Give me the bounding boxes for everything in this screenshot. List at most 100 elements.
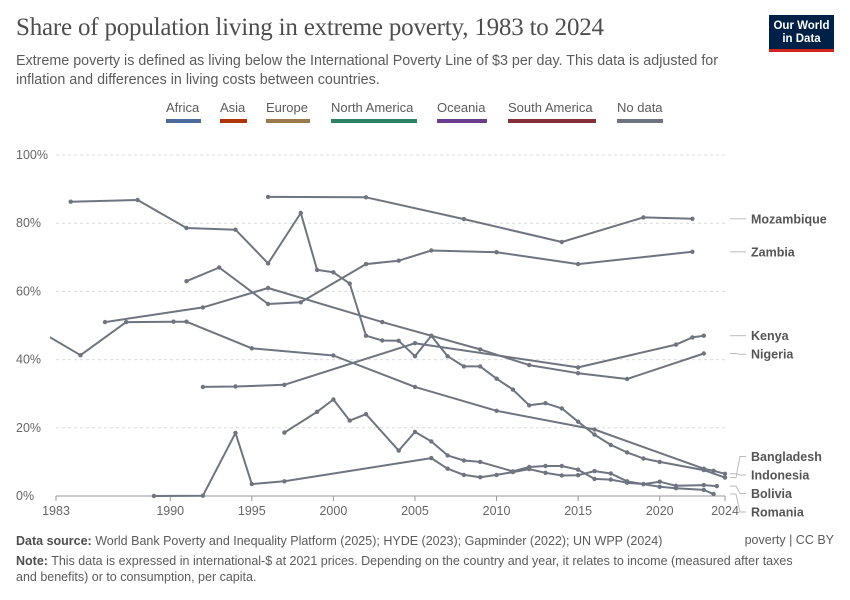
data-point-kenya-6 — [690, 335, 695, 340]
data-point-bangladesh-23 — [592, 432, 597, 437]
data-point-bangladesh-10 — [380, 338, 385, 343]
data-point-bangladesh-21 — [559, 406, 564, 411]
legend-item-africa[interactable]: Africa — [166, 100, 201, 126]
x-tick-label-2005: 2005 — [401, 504, 429, 518]
legend-swatch-north-america — [331, 119, 417, 123]
data-point-nigeria-8 — [701, 351, 706, 356]
data-point-indonesia-9 — [592, 427, 597, 432]
data-point-bolivia-9 — [461, 458, 467, 463]
data-point-zambia-7 — [494, 250, 499, 255]
owid-logo[interactable]: Our World in Data — [769, 15, 834, 52]
data-point-nigeria-1 — [200, 305, 206, 310]
label-leader-nigeria — [730, 353, 746, 355]
data-point-kenya-1 — [233, 384, 238, 389]
y-tick-label-40: 40% — [16, 353, 41, 367]
legend-item-asia[interactable]: Asia — [220, 100, 247, 126]
legend-item-north-america[interactable]: North America — [331, 100, 417, 126]
data-point-bangladesh-20 — [543, 401, 548, 406]
data-point-romania-4 — [282, 479, 287, 484]
data-point-mozambique-2 — [461, 216, 467, 222]
legend-swatch-south-america — [508, 119, 596, 123]
data-point-mozambique-4 — [641, 215, 646, 220]
data-point-nigeria-4 — [478, 347, 483, 352]
data-point-zambia-5 — [396, 258, 401, 263]
legend-item-europe[interactable]: Europe — [266, 100, 310, 126]
data-point-romania-15 — [592, 468, 597, 474]
data-point-bangladesh-26 — [641, 456, 646, 461]
data-point-indonesia-10 — [701, 466, 706, 471]
data-point-bangladesh-19 — [527, 403, 532, 408]
y-tick-label-80: 80% — [16, 216, 41, 230]
x-tick-label-1983: 1983 — [42, 504, 70, 518]
x-tick-label-2024: 2024 — [711, 504, 739, 518]
series-label-indonesia: Indonesia — [751, 469, 810, 483]
data-point-romania-12 — [543, 470, 548, 475]
y-tick-label-0: 0% — [16, 489, 34, 503]
y-tick-label-20: 20% — [16, 421, 41, 435]
data-point-mozambique-1 — [363, 195, 369, 200]
label-leader-bolivia — [730, 485, 746, 494]
source-label: Data source: — [16, 534, 92, 548]
data-point-kenya-7 — [701, 333, 706, 338]
series-label-mozambique: Mozambique — [751, 212, 827, 226]
series-label-romania: Romania — [751, 506, 805, 520]
label-leader-indonesia — [730, 473, 746, 476]
data-point-kenya-2 — [282, 382, 287, 387]
label-leader-bangladesh — [730, 456, 746, 479]
legend-label-no-data: No data — [617, 100, 663, 115]
data-point-indonesia-11 — [711, 468, 716, 473]
source-text: World Bank Poverty and Inequality Platfo… — [95, 534, 663, 548]
series-label-kenya: Kenya — [751, 329, 790, 343]
chart-title: Share of population living in extreme po… — [16, 14, 604, 41]
data-point-romania-13 — [559, 473, 564, 478]
data-point-kenya-3 — [412, 341, 418, 346]
data-point-bangladesh-25 — [624, 450, 630, 455]
data-point-bolivia-15 — [575, 467, 581, 472]
data-point-indonesia-1 — [78, 353, 83, 358]
data-point-nigeria-5 — [527, 362, 532, 368]
data-point-bolivia-3 — [347, 418, 352, 423]
logo-line-2: in Data — [782, 32, 821, 45]
data-point-bolivia-0 — [282, 430, 287, 435]
data-point-zambia-2 — [265, 301, 271, 307]
data-point-indonesia-5 — [249, 346, 254, 351]
data-point-bolivia-16 — [592, 476, 597, 482]
legend-label-north-america: North America — [331, 100, 414, 115]
credit-text[interactable]: poverty | CC BY — [744, 533, 834, 547]
x-tick-label-2000: 2000 — [319, 504, 347, 518]
x-tick-label-2015: 2015 — [564, 504, 592, 518]
data-point-romania-19 — [657, 484, 662, 489]
series-line-mozambique — [268, 195, 693, 243]
data-point-bolivia-23 — [714, 483, 719, 489]
data-point-bangladesh-11 — [396, 338, 401, 343]
legend-item-oceania[interactable]: Oceania — [437, 100, 487, 126]
legend-item-south-america[interactable]: South America — [508, 100, 596, 126]
data-point-kenya-0 — [200, 384, 206, 390]
data-point-bolivia-1 — [314, 409, 320, 414]
data-point-mozambique-0 — [265, 194, 271, 200]
data-point-bangladesh-17 — [494, 376, 499, 381]
legend-label-europe: Europe — [266, 100, 308, 115]
data-point-bolivia-20 — [657, 479, 662, 484]
data-point-bangladesh-6 — [314, 267, 320, 273]
legend-label-oceania: Oceania — [437, 100, 486, 115]
data-point-bangladesh-3 — [233, 227, 238, 232]
data-point-bangladesh-1 — [135, 197, 140, 203]
data-point-bangladesh-0 — [68, 199, 73, 204]
data-point-bolivia-8 — [445, 453, 450, 458]
data-point-indonesia-3 — [171, 319, 176, 324]
data-point-romania-10 — [510, 469, 516, 475]
data-point-bolivia-7 — [429, 439, 434, 444]
series-line-nigeria — [104, 287, 705, 380]
data-point-bangladesh-13 — [429, 333, 434, 338]
data-point-bolivia-2 — [331, 397, 336, 402]
data-point-romania-7 — [461, 472, 467, 478]
data-point-nigeria-3 — [380, 319, 385, 325]
data-point-nigeria-0 — [102, 319, 108, 325]
data-point-bolivia-10 — [478, 459, 483, 465]
series-label-zambia: Zambia — [751, 245, 796, 259]
legend-item-no-data[interactable]: No data — [617, 100, 663, 126]
data-point-bolivia-5 — [396, 448, 401, 453]
data-point-zambia-0 — [184, 279, 189, 284]
data-point-bangladesh-2 — [184, 225, 189, 231]
